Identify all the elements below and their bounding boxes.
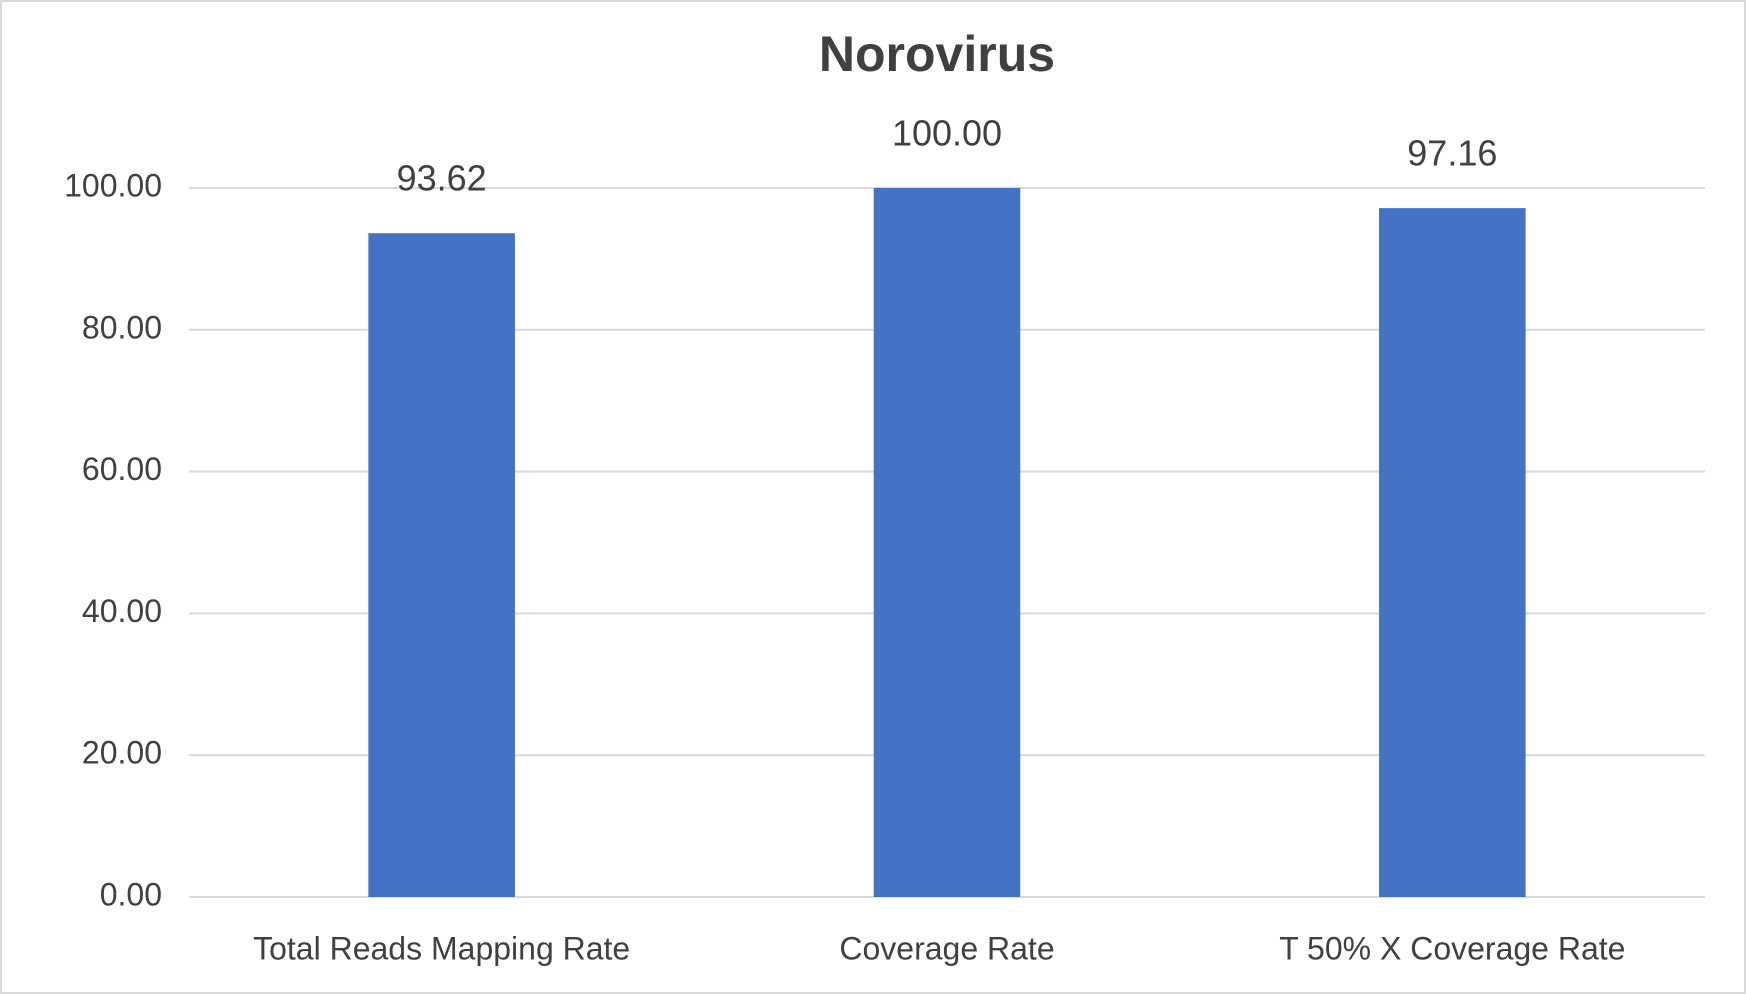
y-tick-label: 80.00 [82, 309, 162, 345]
bar [873, 188, 1021, 897]
value-label: 93.62 [397, 158, 487, 199]
x-tick-label: Total Reads Mapping Rate [253, 930, 630, 966]
y-tick-label: 40.00 [82, 593, 162, 629]
bar [1379, 208, 1526, 897]
bar [368, 233, 515, 898]
chart-title: Norovirus [819, 26, 1055, 82]
y-tick-label: 100.00 [64, 167, 162, 203]
y-tick-label: 20.00 [82, 735, 162, 771]
y-tick-label: 60.00 [82, 451, 162, 487]
y-tick-label: 0.00 [100, 876, 162, 912]
value-label: 100.00 [892, 113, 1002, 154]
x-tick-label: Coverage Rate [839, 930, 1054, 966]
x-tick-label: T 50% X Coverage Rate [1279, 930, 1625, 966]
value-label: 97.16 [1407, 133, 1497, 174]
